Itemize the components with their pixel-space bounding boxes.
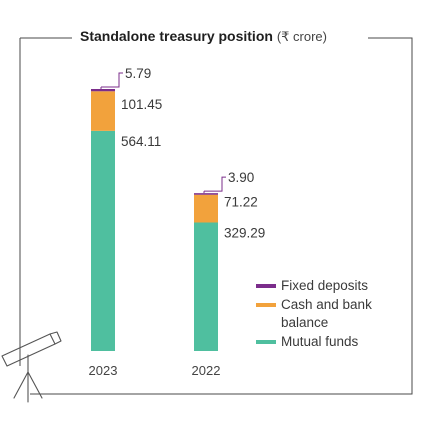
callout-line-2022 bbox=[203, 176, 226, 194]
chart-frame bbox=[19, 37, 413, 395]
data-label-2022-fixed-deposits: 3.90 bbox=[228, 170, 254, 185]
legend-label-0: Fixed deposits bbox=[281, 278, 368, 293]
frame-border bbox=[19, 37, 413, 395]
bars-group bbox=[91, 89, 218, 351]
x-axis-ticks: 2023 2022 bbox=[89, 363, 221, 378]
telescope-lens bbox=[49, 331, 62, 345]
bar-segment-2023-1 bbox=[91, 91, 115, 131]
bar-segment-2023-2 bbox=[91, 89, 115, 92]
legend-label-1: Cash and bank bbox=[281, 297, 372, 312]
legend-label-2: Mutual funds bbox=[281, 334, 359, 349]
bar-segment-2022-1 bbox=[194, 194, 218, 223]
legend: Fixed deposits Cash and bank balance Mutual… bbox=[256, 278, 372, 349]
x-tick-label-2023: 2023 bbox=[89, 363, 118, 378]
icon-backdrop bbox=[0, 366, 30, 404]
telescope-icon bbox=[0, 331, 62, 404]
bar-segment-2023-0 bbox=[91, 130, 115, 351]
data-label-2022-mutual-funds: 329.29 bbox=[224, 225, 265, 240]
legend-label-1-line1: balance bbox=[281, 315, 328, 330]
x-tick-label-2022: 2022 bbox=[192, 363, 221, 378]
legend-swatch-1 bbox=[256, 303, 276, 307]
value-labels-group: 564.11 101.45 5.79 329.29 71.22 3.90 bbox=[100, 66, 265, 240]
chart-title-unit: (₹ crore) bbox=[276, 29, 327, 44]
bar-segment-2022-0 bbox=[194, 222, 218, 351]
legend-swatch-2 bbox=[256, 340, 276, 344]
chart-title: Standalone treasury position (₹ crore) bbox=[74, 26, 333, 46]
callout-line-2023 bbox=[100, 72, 123, 89]
bar-segment-2022-2 bbox=[194, 193, 218, 195]
telescope-tripod bbox=[13, 354, 43, 403]
data-label-2023-mutual-funds: 564.11 bbox=[121, 134, 161, 149]
legend-swatch-0 bbox=[256, 284, 276, 288]
data-label-2023-cash: 101.45 bbox=[121, 97, 162, 112]
chart-title-main: Standalone treasury position bbox=[80, 28, 273, 44]
data-label-2022-cash: 71.22 bbox=[224, 195, 258, 210]
data-label-2023-fixed-deposits: 5.79 bbox=[125, 66, 151, 81]
